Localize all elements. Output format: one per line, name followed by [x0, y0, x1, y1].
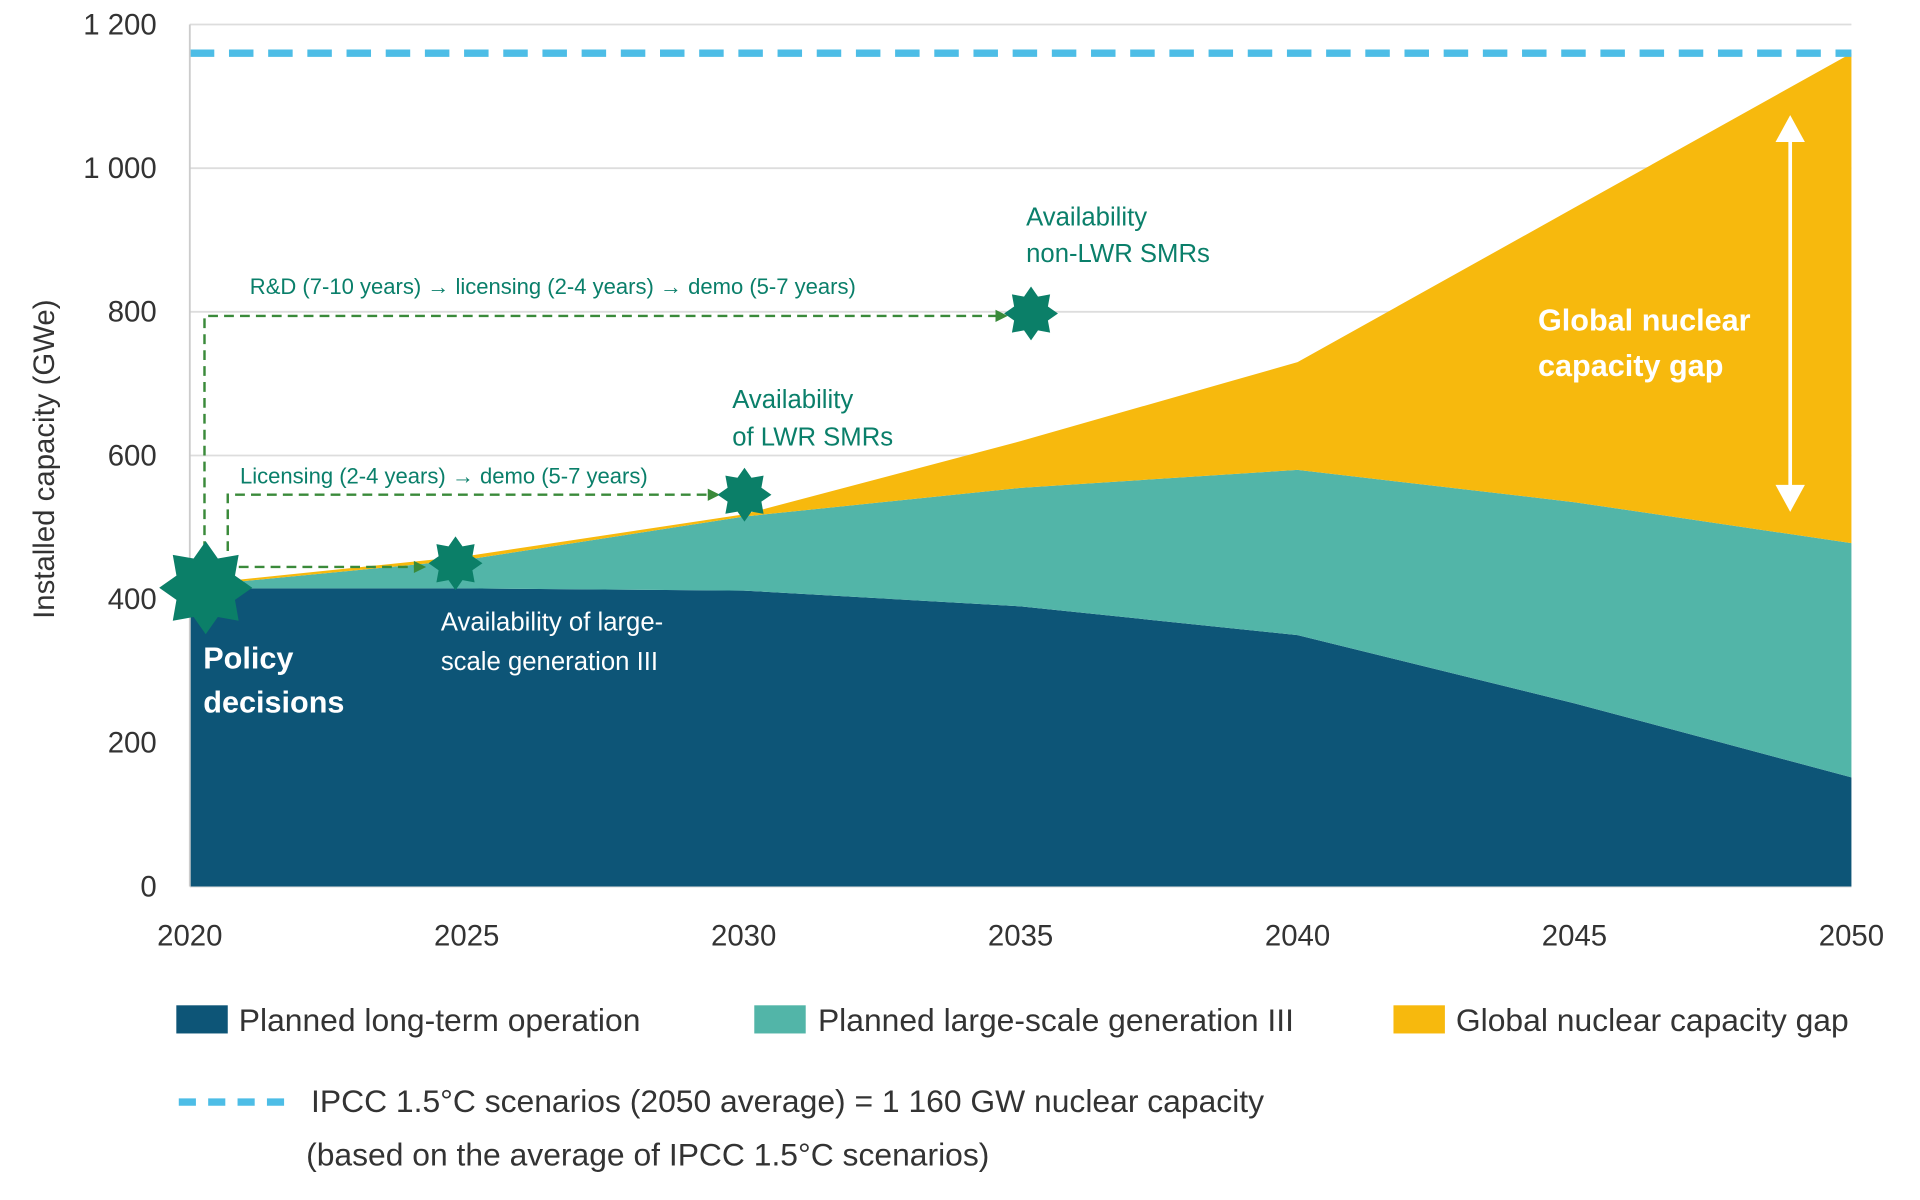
annotation-non-lwr-1: Availability [1026, 203, 1147, 231]
y-tick-label: 200 [108, 727, 157, 760]
area-global-nuclear-capacity-gap [189, 53, 1852, 587]
annotation-lwr-1: Availability [732, 386, 853, 414]
legend-label-gap: Global nuclear capacity gap [1456, 1002, 1849, 1038]
area-planned-long-term-operation [189, 588, 1852, 887]
x-tick-label: 2035 [988, 919, 1053, 952]
y-tick-label: 600 [108, 439, 157, 472]
x-tick-label: 2020 [157, 919, 222, 952]
gap-arrow-head-up [1775, 115, 1805, 143]
licensing-path-arrow [226, 493, 711, 552]
y-tick-label: 1 200 [83, 8, 157, 41]
x-tick-label: 2045 [1542, 919, 1607, 952]
rd-path-arrowhead [995, 309, 1008, 323]
gap-arrow-head-down [1775, 484, 1805, 512]
annotation-lwr-2: of LWR SMRs [732, 424, 893, 452]
annotation-policy-2: decisions [203, 686, 344, 720]
annotation-rd-path: R&D (7-10 years) → licensing (2-4 years)… [250, 274, 856, 299]
y-tick-label: 0 [140, 870, 156, 903]
x-tick-label: 2040 [1265, 919, 1330, 952]
axes: 0 200 400 600 800 1 000 1 200 2020 2025 2030 2035 2… [83, 8, 1884, 952]
annotation-gap-1: Global nuclear [1538, 304, 1751, 338]
y-tick-label: 400 [108, 583, 157, 616]
milestone-star-lwr-smr [717, 467, 772, 522]
legend-label-gen3: Planned large-scale generation III [818, 1002, 1294, 1038]
annotation-gap-2: capacity gap [1538, 349, 1723, 383]
milestone-stars [159, 286, 1058, 635]
rd-path-arrow [203, 314, 998, 552]
milestone-star-non-lwr-smr [1004, 286, 1058, 341]
annotation-policy-1: Policy [203, 642, 293, 676]
licensing-path-arrowhead [707, 488, 720, 501]
y-tick-label: 1 000 [83, 152, 157, 185]
y-tick-label: 800 [108, 296, 157, 329]
x-tick-label: 2025 [434, 919, 499, 952]
legend-label-lto: Planned long-term operation [239, 1002, 641, 1038]
legend: Planned long-term operation Planned larg… [176, 1002, 1849, 1173]
stacked-areas [189, 53, 1852, 887]
annotation-licensing-path: Licensing (2-4 years) → demo (5-7 years) [240, 464, 648, 489]
y-axis-label: Installed capacity (GWe) [28, 299, 61, 618]
area-planned-large-scale-generation-iii [189, 469, 1852, 778]
annotation-non-lwr-2: non-LWR SMRs [1026, 240, 1210, 268]
x-tick-label: 2050 [1819, 919, 1884, 952]
gen3-path-arrowhead [413, 560, 427, 574]
annotation-large-scale-1: Availability of large- [441, 609, 663, 637]
legend-swatch-gap [1393, 1005, 1445, 1034]
milestone-star-policy [159, 541, 253, 635]
legend-label-ipcc-note: (based on the average of IPCC 1.5°C scen… [306, 1137, 989, 1173]
x-tick-label: 2030 [711, 919, 776, 952]
annotation-large-scale-2: scale generation III [441, 648, 658, 676]
legend-swatch-gen3 [754, 1005, 806, 1034]
timeline-arrows [203, 115, 1805, 574]
legend-swatch-lto [176, 1005, 228, 1034]
milestone-star-gen3 [428, 536, 483, 591]
legend-label-ipcc: IPCC 1.5°C scenarios (2050 average) = 1 … [311, 1083, 1264, 1119]
